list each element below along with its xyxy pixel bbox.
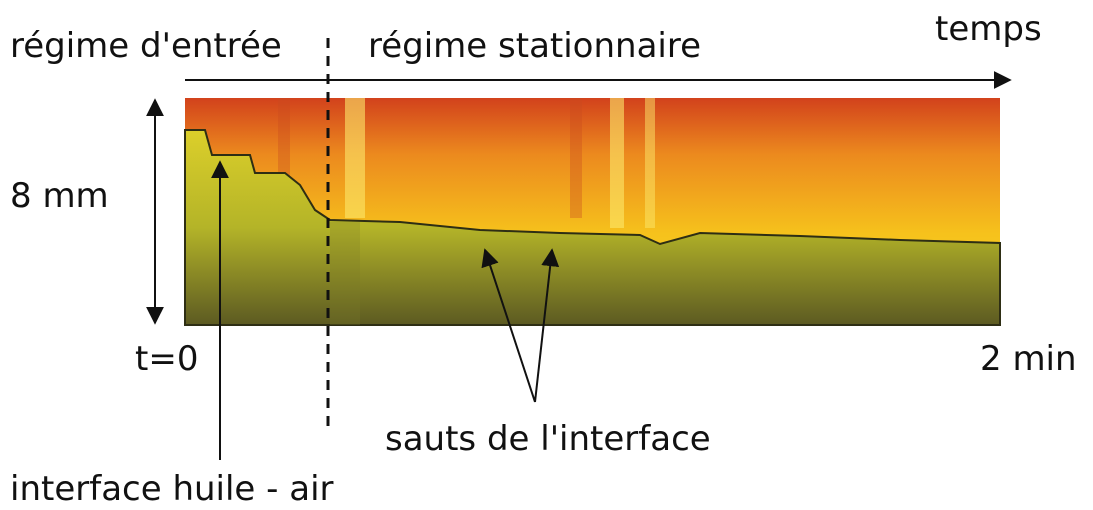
image-bottom bbox=[184, 129, 1001, 326]
jump-pointer bbox=[534, 248, 560, 403]
label: régime stationnaire bbox=[368, 26, 701, 66]
streak bbox=[330, 222, 360, 325]
label: 2 min bbox=[980, 339, 1077, 379]
streak bbox=[645, 98, 655, 228]
label: t=0 bbox=[135, 339, 198, 379]
image bbox=[184, 98, 1001, 326]
label: 8 mm bbox=[10, 176, 109, 216]
label: interface huile - air bbox=[10, 469, 334, 509]
label: sauts de l'interface bbox=[385, 419, 711, 459]
jump-pointer bbox=[481, 248, 536, 403]
streak bbox=[610, 98, 624, 228]
streak bbox=[345, 98, 365, 218]
streak bbox=[570, 98, 582, 218]
label: régime d'entrée bbox=[10, 26, 282, 66]
label: temps bbox=[935, 9, 1042, 49]
